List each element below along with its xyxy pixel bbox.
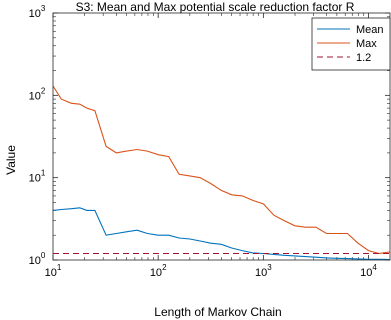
chart-title: S3: Mean and Max potential scale reducti… xyxy=(76,0,355,14)
x-tick-label: 104 xyxy=(360,263,377,279)
x-axis-label: Length of Markov Chain xyxy=(154,305,281,319)
y-tick-label: 100 xyxy=(29,251,46,267)
y-tick-label: 102 xyxy=(29,86,46,102)
series-lines xyxy=(52,85,390,261)
y-tick-label: 103 xyxy=(29,4,46,20)
legend-label: Max xyxy=(356,38,377,50)
series-line-max xyxy=(52,85,390,255)
x-tick-label: 101 xyxy=(45,263,62,279)
x-tick-label: 103 xyxy=(255,263,272,279)
y-ticks: 100 101 102 103 xyxy=(29,4,390,267)
x-tick-label: 102 xyxy=(150,263,167,279)
y-tick-label: 101 xyxy=(29,169,46,185)
x-ticks: 101 102 103 104 xyxy=(45,13,377,279)
plot-frame xyxy=(52,12,391,261)
legend: Mean Max 1.2 xyxy=(311,17,391,71)
legend-label: Mean xyxy=(356,24,384,36)
legend-label: 1.2 xyxy=(356,52,371,64)
y-axis-label: Value xyxy=(4,145,18,175)
series-line-mean xyxy=(52,207,390,261)
legend-box xyxy=(311,17,391,71)
